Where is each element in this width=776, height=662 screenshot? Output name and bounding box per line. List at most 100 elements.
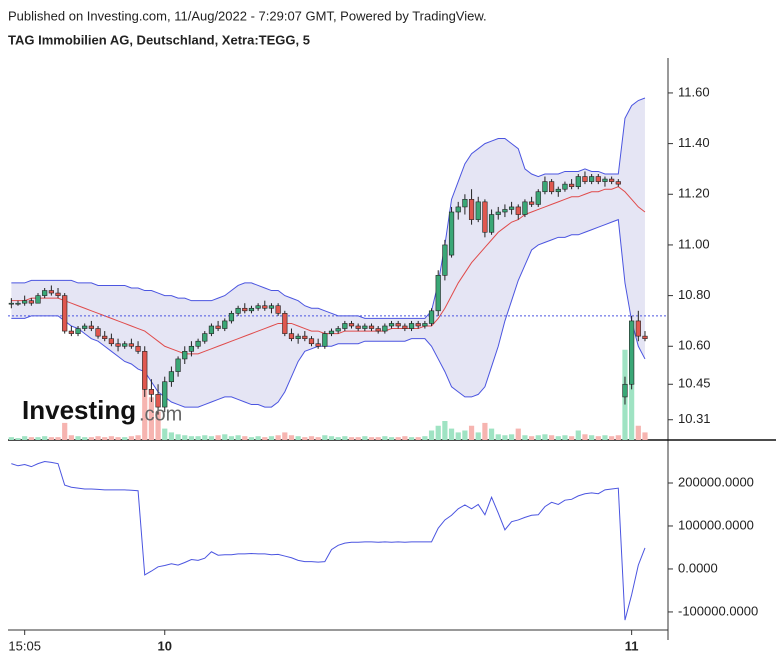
volume-bar [609, 436, 615, 440]
candle-body [475, 201, 481, 220]
y-tick-label: 10.60 [678, 338, 711, 353]
volume-bar [629, 383, 635, 440]
band-middle [11, 186, 646, 355]
volume-bar [335, 437, 341, 440]
candle-body [275, 305, 281, 314]
volume-bar [315, 437, 321, 440]
volume-bar [362, 436, 368, 440]
logo: Investing .com [22, 395, 182, 425]
candle-body [542, 181, 548, 193]
candle-body [502, 209, 508, 213]
candle-body [235, 307, 241, 314]
candle-body [415, 323, 421, 327]
volume-bar [128, 436, 134, 440]
volume-bar [195, 436, 201, 440]
volume-bar [75, 436, 81, 440]
candle-body [182, 351, 188, 360]
volume-bar [222, 434, 228, 440]
candle-body [102, 335, 108, 339]
candle-body [155, 394, 161, 408]
candle-body [75, 328, 81, 334]
candle-body [435, 275, 441, 312]
candle-body [515, 206, 521, 215]
volume-bar [208, 436, 215, 440]
candle-body [589, 176, 595, 182]
volume-bar [602, 435, 608, 440]
volume-bar [589, 435, 595, 440]
candle-body [495, 211, 501, 215]
volume-bar [175, 434, 181, 440]
volume-bar [428, 430, 435, 440]
candle-body [562, 183, 568, 190]
candle-body [195, 340, 201, 347]
volume-bar [122, 437, 128, 440]
band-upper [11, 97, 646, 319]
volume-bar [162, 428, 168, 440]
volume-bar [382, 436, 388, 440]
candle-body [262, 305, 268, 309]
volume-bar [522, 435, 528, 440]
candle-body [629, 320, 635, 385]
candle-body [362, 325, 368, 329]
y-tick-label: 11.20 [678, 186, 710, 201]
band-fill [11, 98, 645, 408]
candle-body [322, 333, 328, 347]
volume-bar [242, 436, 248, 440]
volume-bar [482, 422, 488, 440]
candle-body [55, 292, 61, 296]
candle-body [508, 206, 515, 210]
candle-body [255, 305, 261, 309]
candle-body [335, 328, 341, 332]
volume-bar [282, 432, 288, 440]
volume-bar [142, 354, 148, 440]
candle-body [248, 307, 255, 312]
volume-bar [82, 437, 88, 440]
candle-body [315, 343, 321, 347]
volume-bar [615, 435, 621, 440]
volume-bar [508, 434, 515, 440]
volume-bar [215, 435, 221, 440]
candle-body [402, 325, 408, 329]
volume-bar [15, 438, 21, 440]
volume-bar [302, 437, 308, 440]
candle-body [48, 290, 54, 294]
volume-bar [188, 436, 195, 440]
volume-bar [495, 434, 501, 440]
volume-bar [488, 428, 495, 440]
volume-bar [135, 435, 141, 440]
candle-body [448, 211, 455, 256]
candle-body [395, 323, 401, 327]
volume-bar [22, 436, 28, 440]
volume-bar [342, 436, 348, 440]
candle-body [175, 358, 181, 372]
candle-body [82, 325, 88, 329]
volume-bar [228, 436, 235, 440]
y-tick-label: 10.80 [678, 287, 711, 302]
volume-bar [62, 422, 68, 440]
volume-bar [255, 436, 261, 440]
volume-bar [462, 430, 468, 440]
candle-body [462, 199, 468, 208]
candle-body [348, 323, 355, 327]
candle-body [222, 320, 228, 329]
volume-bar [42, 436, 48, 440]
volume-bar [88, 437, 94, 440]
candle-body [268, 305, 275, 309]
y-tick-label: 100000.0000 [678, 517, 754, 532]
volume-bar [168, 432, 175, 440]
candle-body [202, 333, 208, 342]
candle-body [42, 290, 48, 296]
volume-bar [448, 428, 455, 440]
candle-body [408, 323, 415, 329]
chart-title: TAG Immobilien AG, Deutschland, Xetra:TE… [8, 32, 310, 47]
candle-body [295, 335, 301, 339]
candle-body [142, 351, 148, 390]
candle-body [328, 330, 335, 334]
volume-bar [295, 436, 301, 440]
volume-bar [268, 436, 275, 440]
candle-body [468, 199, 475, 220]
candle-body [288, 333, 295, 339]
volume-bar [435, 425, 441, 440]
logo-suffix: .com [139, 403, 182, 425]
